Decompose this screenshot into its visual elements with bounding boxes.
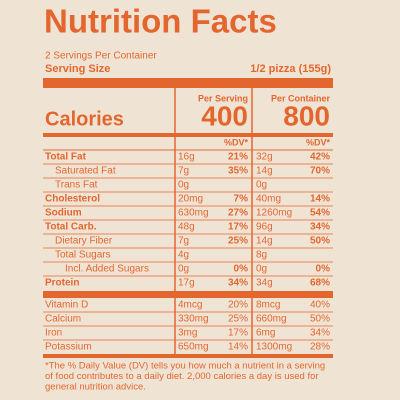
daily-value: 34% bbox=[310, 222, 330, 233]
daily-value: 34% bbox=[310, 328, 330, 339]
amount: 3mg bbox=[178, 328, 197, 339]
calories-container: 800 bbox=[283, 100, 330, 131]
daily-value: 21% bbox=[228, 152, 248, 163]
medium-bar bbox=[43, 354, 333, 358]
daily-value: 17% bbox=[228, 222, 248, 233]
dv-header: %DV* bbox=[224, 137, 249, 147]
daily-value: 0% bbox=[316, 264, 331, 275]
daily-value: 68% bbox=[310, 278, 330, 289]
nutrient-name: Vitamin D bbox=[45, 300, 88, 311]
nutrient-name: Incl. Added Sugars bbox=[65, 264, 149, 275]
nutrient-name: Cholesterol bbox=[45, 194, 100, 205]
daily-value: 25% bbox=[228, 314, 248, 325]
amount: 6mg bbox=[256, 328, 275, 339]
amount: 40mg bbox=[256, 194, 281, 205]
amount: 7g bbox=[178, 236, 189, 247]
amount: 20mg bbox=[178, 194, 203, 205]
daily-value: 20% bbox=[228, 300, 248, 311]
amount: 8g bbox=[256, 250, 267, 261]
thick-bar bbox=[43, 291, 333, 298]
nutrient-name: Iron bbox=[45, 328, 62, 339]
daily-value: 0% bbox=[234, 264, 249, 275]
amount: 96g bbox=[256, 222, 273, 233]
daily-value: 54% bbox=[310, 208, 330, 219]
amount: 17g bbox=[178, 278, 195, 289]
nutrient-name: Total Fat bbox=[45, 152, 87, 163]
nutrient-name: Calcium bbox=[45, 314, 81, 325]
nutrient-name: Dietary Fiber bbox=[55, 236, 113, 247]
amount: 0g bbox=[178, 180, 189, 191]
amount: 0g bbox=[178, 264, 189, 275]
daily-value: 25% bbox=[228, 236, 248, 247]
amount: 14g bbox=[256, 166, 273, 177]
amount: 7g bbox=[178, 166, 189, 177]
daily-value: 28% bbox=[310, 342, 330, 353]
daily-value: 17% bbox=[228, 328, 248, 339]
daily-value: 50% bbox=[310, 314, 330, 325]
daily-value: 40% bbox=[310, 300, 330, 311]
title: Nutrition Facts bbox=[44, 3, 277, 40]
nutrient-name: Potassium bbox=[45, 342, 92, 353]
thick-bar bbox=[43, 78, 333, 88]
daily-value: 50% bbox=[310, 236, 330, 247]
column-header: Per Container bbox=[271, 93, 331, 103]
dv-header: %DV* bbox=[306, 137, 331, 147]
daily-value: 27% bbox=[228, 208, 248, 219]
amount: 32g bbox=[256, 152, 273, 163]
daily-value: 7% bbox=[234, 194, 249, 205]
nutrient-name: Total Carb. bbox=[45, 222, 97, 233]
amount: 660mg bbox=[256, 314, 287, 325]
amount: 1260mg bbox=[256, 208, 292, 219]
calories-label: Calories bbox=[45, 108, 124, 130]
medium-bar bbox=[43, 133, 333, 137]
amount: 14g bbox=[256, 236, 273, 247]
nutrient-name: Protein bbox=[45, 278, 79, 289]
amount: 4g bbox=[178, 250, 189, 261]
column-header: Per Serving bbox=[198, 93, 248, 103]
amount: 1300mg bbox=[256, 342, 292, 353]
serving-size-label: Serving Size bbox=[45, 63, 110, 75]
amount: 630mg bbox=[178, 208, 209, 219]
footnote: of food contributes to a daily diet. 2,0… bbox=[45, 371, 319, 382]
amount: 16g bbox=[178, 152, 195, 163]
daily-value: 14% bbox=[310, 194, 330, 205]
nutrient-name: Saturated Fat bbox=[55, 166, 116, 177]
amount: 0g bbox=[256, 264, 267, 275]
daily-value: 35% bbox=[228, 166, 248, 177]
amount: 650mg bbox=[178, 342, 209, 353]
amount: 48g bbox=[178, 222, 195, 233]
daily-value: 14% bbox=[228, 342, 248, 353]
nutrient-name: Trans Fat bbox=[55, 180, 98, 191]
serving-size-value: 1/2 pizza (155g) bbox=[250, 63, 331, 75]
footnote: *The % Daily Value (DV) tells you how mu… bbox=[45, 361, 325, 372]
daily-value: 42% bbox=[310, 152, 330, 163]
calories-serving: 400 bbox=[201, 100, 248, 131]
amount: 8mcg bbox=[256, 300, 280, 311]
amount: 330mg bbox=[178, 314, 209, 325]
amount: 4mcg bbox=[178, 300, 202, 311]
daily-value: 34% bbox=[228, 278, 248, 289]
servings: 2 Servings Per Container bbox=[45, 51, 157, 62]
amount: 0g bbox=[256, 180, 267, 191]
nutrient-name: Total Sugars bbox=[55, 250, 111, 261]
daily-value: 70% bbox=[310, 166, 330, 177]
amount: 34g bbox=[256, 278, 273, 289]
nutrient-name: Sodium bbox=[45, 208, 82, 219]
footnote: general nutrition advice. bbox=[45, 382, 146, 393]
